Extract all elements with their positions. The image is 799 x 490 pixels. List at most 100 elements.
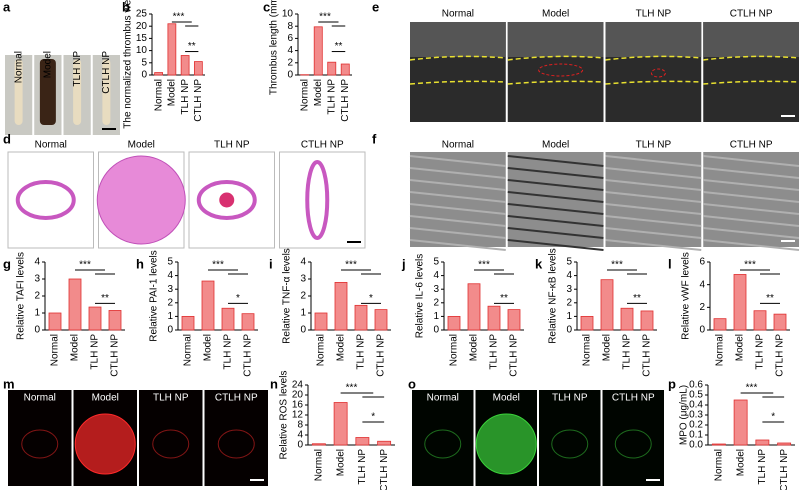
- tissue: [410, 22, 506, 57]
- panel-letter: c: [263, 0, 270, 14]
- texture: [409, 239, 506, 251]
- y-tick-label: 8: [287, 21, 293, 32]
- y-tick-label: 2: [34, 291, 40, 302]
- bar: [333, 402, 348, 446]
- x-tick-label: TLH NP: [357, 449, 368, 485]
- texture: [409, 227, 506, 239]
- bar: [773, 313, 787, 331]
- image-label: Model: [92, 393, 119, 404]
- signal: [424, 429, 462, 459]
- image-label: Model: [493, 393, 520, 404]
- signal: [551, 429, 589, 459]
- texture: [605, 167, 702, 179]
- bar: [314, 312, 328, 331]
- image-label: TLH NP: [72, 51, 83, 87]
- y-tick-label: 1: [34, 308, 40, 319]
- y-tick-label: 2: [433, 297, 439, 308]
- bar: [640, 310, 654, 331]
- texture: [605, 203, 702, 215]
- y-tick-label: 1: [433, 311, 439, 322]
- x-tick-label: Model: [602, 334, 613, 361]
- texture: [409, 215, 506, 227]
- x-tick-label: Model: [469, 334, 480, 361]
- bar: [68, 278, 82, 331]
- image-label: TLH NP: [636, 140, 672, 151]
- lumen: [216, 189, 238, 211]
- image-label: TLH NP: [153, 393, 189, 404]
- x-tick-label: CTLH NP: [340, 79, 351, 122]
- y-tick-label: 1: [167, 311, 173, 322]
- y-tick-label: 4: [287, 45, 293, 56]
- y-tick-label: 0: [300, 325, 306, 336]
- thrombus: [650, 68, 666, 78]
- significance: ***: [346, 383, 358, 394]
- image-label: Model: [542, 140, 569, 151]
- y-tick-label: 10: [282, 9, 294, 20]
- bar: [327, 61, 337, 76]
- vessel-wall: [409, 80, 506, 85]
- y-tick-label: 10: [136, 45, 148, 56]
- vessel-wall: [605, 80, 702, 85]
- y-axis-label: Relative NF-κB levels: [548, 248, 559, 344]
- image-label: Normal: [13, 51, 24, 83]
- y-tick-label: 0.2: [689, 420, 703, 431]
- specimen: [102, 59, 111, 125]
- panel-letter: e: [372, 0, 379, 14]
- image: [7, 151, 94, 249]
- texture: [409, 167, 506, 179]
- y-tick-label: 8: [297, 420, 303, 431]
- vessel-wall: [703, 80, 799, 85]
- bar: [48, 312, 62, 331]
- bar: [580, 315, 594, 331]
- x-tick-label: TLH NP: [622, 334, 633, 370]
- x-tick-label: Normal: [299, 79, 310, 111]
- y-tick-label: 0: [699, 325, 705, 336]
- section: [15, 180, 76, 220]
- y-tick-label: 3: [300, 274, 306, 285]
- x-tick-label: CTLH NP: [642, 334, 653, 377]
- x-tick-label: Normal: [714, 449, 725, 481]
- y-tick-label: 0: [297, 440, 303, 451]
- bar: [221, 307, 235, 331]
- y-tick-label: 1: [300, 308, 306, 319]
- texture: [605, 191, 702, 203]
- bar: [193, 61, 203, 76]
- specimen: [39, 59, 56, 125]
- specimen: [73, 59, 82, 125]
- bar: [354, 304, 368, 331]
- y-tick-label: 15: [136, 33, 148, 44]
- significance: **: [101, 293, 109, 304]
- x-tick-label: TLH NP: [356, 334, 367, 370]
- panel-letter: f: [372, 131, 377, 146]
- panel-letter: j: [401, 256, 406, 271]
- texture: [703, 227, 799, 239]
- bar: [507, 309, 521, 331]
- texture: [409, 179, 506, 191]
- signal: [152, 429, 190, 459]
- bar: [713, 318, 727, 331]
- image-label: Normal: [442, 9, 474, 20]
- panel-letter: m: [3, 376, 15, 391]
- bar: [241, 313, 255, 331]
- image-label: CTLH NP: [730, 140, 773, 151]
- vessel-wall: [605, 55, 702, 61]
- y-tick-label: 2: [287, 57, 293, 68]
- signal: [21, 429, 59, 459]
- bar: [467, 283, 481, 331]
- x-tick-label: Model: [735, 334, 746, 361]
- bar: [777, 442, 792, 446]
- tissue: [507, 22, 604, 57]
- image-label: Model: [128, 140, 155, 151]
- x-tick-label: Model: [167, 79, 178, 106]
- panel-letter: o: [408, 376, 416, 391]
- x-tick-label: Normal: [316, 334, 327, 366]
- y-axis-label: Relative TAFI levels: [16, 252, 27, 340]
- bar: [733, 274, 747, 331]
- vessel-wall: [507, 55, 604, 61]
- panel-letter: a: [3, 0, 11, 14]
- x-tick-label: Model: [335, 449, 346, 476]
- texture: [703, 203, 799, 215]
- y-tick-label: 20: [136, 21, 148, 32]
- y-tick-label: 0.3: [689, 410, 703, 421]
- y-tick-label: 4: [297, 430, 303, 441]
